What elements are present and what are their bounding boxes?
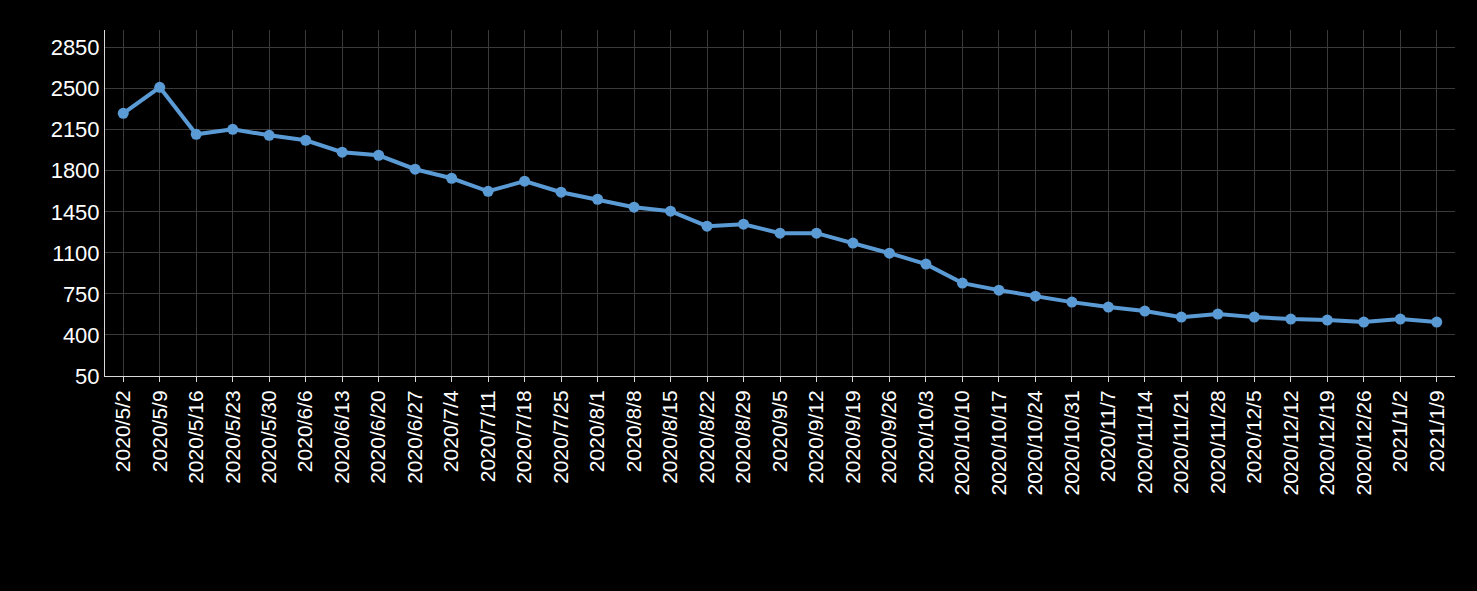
svg-text:2020/7/11: 2020/7/11 <box>476 390 499 482</box>
svg-text:1100: 1100 <box>52 241 99 266</box>
svg-text:2020/10/17: 2020/10/17 <box>987 390 1010 495</box>
svg-text:2500: 2500 <box>51 76 100 101</box>
svg-text:50: 50 <box>75 364 99 389</box>
svg-text:1800: 1800 <box>51 158 100 183</box>
svg-text:2020/6/27: 2020/6/27 <box>403 390 426 483</box>
svg-text:2020/11/28: 2020/11/28 <box>1206 390 1229 494</box>
svg-text:2020/11/14: 2020/11/14 <box>1133 390 1156 494</box>
svg-text:2020/11/21: 2020/11/21 <box>1169 390 1192 494</box>
svg-text:2020/9/5: 2020/9/5 <box>768 390 791 472</box>
svg-text:2020/12/26: 2020/12/26 <box>1352 390 1375 495</box>
svg-text:2020/7/18: 2020/7/18 <box>512 390 535 483</box>
svg-text:2020/6/6: 2020/6/6 <box>294 390 317 472</box>
svg-text:2021/1/9: 2021/1/9 <box>1425 390 1448 472</box>
svg-text:750: 750 <box>63 282 100 307</box>
svg-text:2850: 2850 <box>51 35 100 60</box>
svg-text:2020/12/19: 2020/12/19 <box>1315 390 1338 495</box>
svg-text:2020/5/30: 2020/5/30 <box>257 390 280 483</box>
svg-text:2020/9/12: 2020/9/12 <box>804 390 827 483</box>
svg-text:2020/9/26: 2020/9/26 <box>877 390 900 483</box>
svg-text:2020/8/1: 2020/8/1 <box>585 390 608 472</box>
svg-text:400: 400 <box>63 323 100 348</box>
svg-text:2020/7/25: 2020/7/25 <box>549 390 572 483</box>
svg-text:2020/8/29: 2020/8/29 <box>731 390 754 483</box>
svg-text:2020/6/13: 2020/6/13 <box>330 390 353 483</box>
svg-text:2020/6/20: 2020/6/20 <box>366 390 389 483</box>
svg-text:2020/7/4: 2020/7/4 <box>439 390 462 472</box>
svg-text:2020/8/8: 2020/8/8 <box>622 390 645 472</box>
svg-text:2020/9/19: 2020/9/19 <box>841 390 864 483</box>
svg-text:2020/5/9: 2020/5/9 <box>148 390 171 472</box>
svg-text:2021/1/2: 2021/1/2 <box>1388 390 1411 472</box>
svg-text:2020/10/3: 2020/10/3 <box>914 390 937 483</box>
svg-text:2020/10/31: 2020/10/31 <box>1060 390 1083 495</box>
svg-text:2020/5/16: 2020/5/16 <box>184 390 207 483</box>
svg-text:2020/8/22: 2020/8/22 <box>695 390 718 483</box>
svg-text:2020/8/15: 2020/8/15 <box>658 390 681 483</box>
svg-text:2150: 2150 <box>51 117 100 142</box>
svg-text:1450: 1450 <box>51 200 100 225</box>
svg-text:2020/10/24: 2020/10/24 <box>1023 390 1046 495</box>
svg-text:2020/11/7: 2020/11/7 <box>1096 390 1119 482</box>
svg-text:2020/10/10: 2020/10/10 <box>950 390 973 495</box>
svg-text:2020/5/2: 2020/5/2 <box>111 390 134 472</box>
svg-text:2020/5/23: 2020/5/23 <box>221 390 244 483</box>
svg-text:2020/12/12: 2020/12/12 <box>1279 390 1302 495</box>
svg-text:2020/12/5: 2020/12/5 <box>1242 390 1265 483</box>
